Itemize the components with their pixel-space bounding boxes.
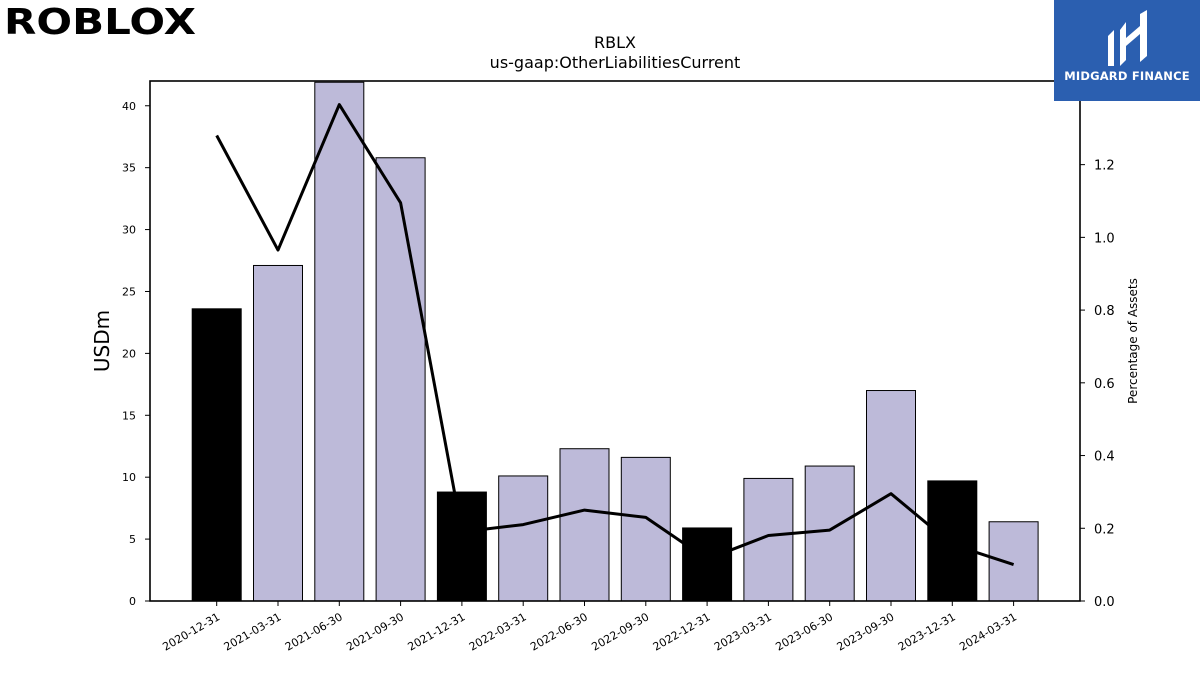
y-tick-label-left-15: 15 bbox=[122, 409, 136, 422]
line-series bbox=[215, 103, 1015, 567]
bar-2021-06-30 bbox=[314, 81, 365, 601]
y-tick-label-right-0.8: 0.8 bbox=[1094, 304, 1115, 319]
bar-2020-12-31 bbox=[191, 308, 242, 601]
bar-2022-12-31 bbox=[682, 527, 733, 601]
chart-subtitle: us-gaap:OtherLiabilitiesCurrent bbox=[490, 53, 741, 72]
midgard-emblem-icon bbox=[1108, 10, 1147, 66]
chart-title: RBLX bbox=[594, 33, 636, 52]
bars-layer bbox=[191, 81, 1039, 601]
x-tick-label-2021-09-30: 2021-09-30 bbox=[344, 610, 406, 653]
plot-frame bbox=[149, 80, 1081, 602]
bar-2022-03-31 bbox=[498, 475, 549, 601]
y-tick-label-left-10: 10 bbox=[122, 471, 136, 484]
y-tick-label-left-20: 20 bbox=[122, 347, 136, 360]
bar-2021-12-31 bbox=[436, 491, 487, 601]
x-tick-label-2022-06-30: 2022-06-30 bbox=[528, 610, 590, 653]
bar-2023-12-31 bbox=[927, 480, 978, 601]
bar-2023-09-30 bbox=[866, 390, 916, 601]
y-tick-label-left-5: 5 bbox=[129, 533, 136, 546]
y-tick-label-right-1.0: 1.0 bbox=[1094, 231, 1115, 246]
x-tick-label-2023-09-30: 2023-09-30 bbox=[835, 610, 897, 653]
y-tick-label-right-0.6: 0.6 bbox=[1094, 377, 1115, 392]
x-tick-label-2022-09-30: 2022-09-30 bbox=[589, 610, 651, 653]
bar-2023-06-30 bbox=[804, 465, 855, 601]
bar-2024-03-31 bbox=[988, 521, 1039, 601]
y-tick-label-right-0.0: 0.0 bbox=[1094, 595, 1115, 610]
y-tick-label-left-30: 30 bbox=[122, 224, 136, 237]
x-tick-label-2021-03-31: 2021-03-31 bbox=[222, 610, 284, 653]
y-axis-label-left: USDm bbox=[90, 310, 114, 372]
bar-2022-06-30 bbox=[559, 448, 610, 601]
x-tick-label-2022-12-31: 2022-12-31 bbox=[651, 610, 713, 653]
x-tick-label-2024-03-31: 2024-03-31 bbox=[957, 610, 1019, 653]
x-tick-label-2021-06-30: 2021-06-30 bbox=[283, 610, 345, 653]
x-tick-label-2023-12-31: 2023-12-31 bbox=[896, 610, 958, 653]
x-tick-label-2022-03-31: 2022-03-31 bbox=[467, 610, 529, 653]
bar-2021-03-31 bbox=[253, 264, 303, 601]
y-axis-label-right: Percentage of Assets bbox=[1126, 278, 1140, 404]
y-tick-label-right-1.2: 1.2 bbox=[1094, 159, 1115, 174]
roblox-logo: ROBLOX bbox=[0, 0, 200, 43]
y-tick-label-left-35: 35 bbox=[122, 162, 136, 175]
y-tick-label-left-25: 25 bbox=[122, 285, 136, 298]
roblox-logo-text: ROBLOX bbox=[4, 2, 196, 42]
x-tick-label-2023-03-31: 2023-03-31 bbox=[712, 610, 774, 653]
y-tick-label-right-0.2: 0.2 bbox=[1094, 522, 1115, 537]
midgard-finance-logo: MIDGARD FINANCE bbox=[1054, 0, 1200, 101]
x-tick-label-2023-06-30: 2023-06-30 bbox=[773, 610, 835, 653]
midgard-finance-text: MIDGARD FINANCE bbox=[1064, 69, 1190, 83]
y-tick-label-right-0.4: 0.4 bbox=[1094, 450, 1115, 465]
y-tick-label-left-40: 40 bbox=[122, 100, 136, 113]
bar-2023-03-31 bbox=[743, 477, 794, 601]
x-tick-label-2021-12-31: 2021-12-31 bbox=[406, 610, 468, 653]
line-layer bbox=[215, 103, 1015, 567]
bar-2021-09-30 bbox=[375, 157, 426, 601]
x-tick-label-2020-12-31: 2020-12-31 bbox=[160, 610, 222, 653]
y-tick-label-left-0: 0 bbox=[129, 595, 136, 608]
